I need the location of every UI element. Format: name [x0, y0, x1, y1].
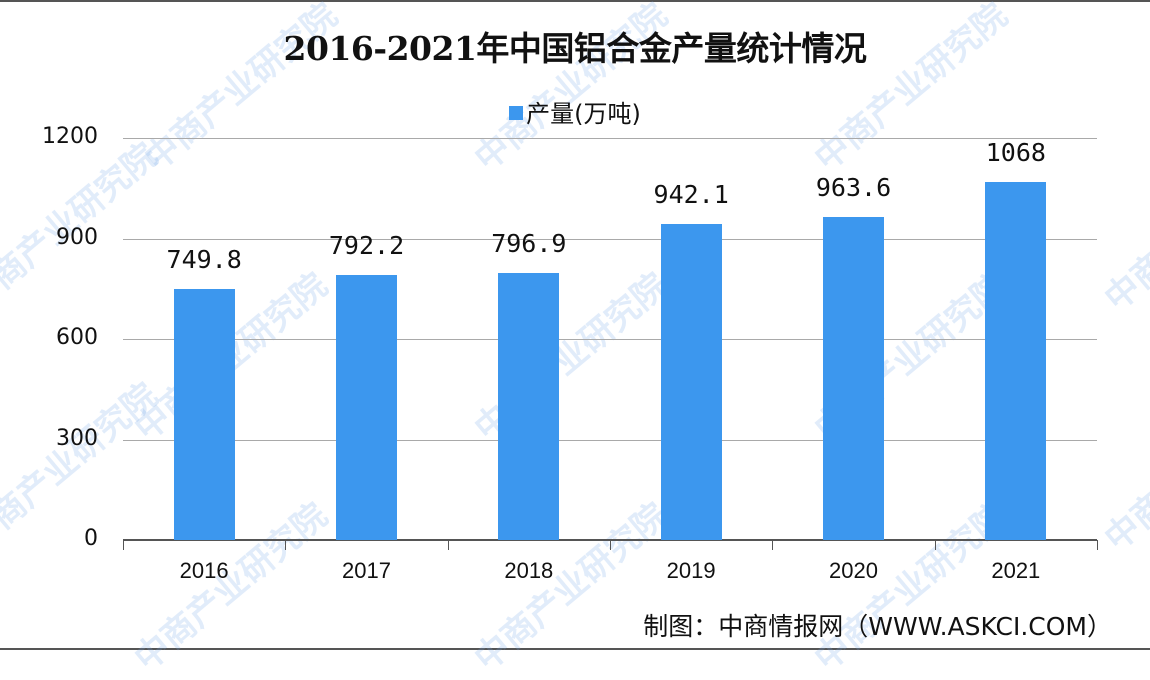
value-label: 792.2 — [328, 230, 405, 260]
gridline — [123, 238, 1097, 240]
bar-2019 — [660, 224, 722, 540]
plot-area: 749.8 792.2 796.9 942.1 963.6 1068 — [123, 138, 1098, 550]
x-tick-mark — [123, 540, 124, 550]
y-tick-label: 900 — [56, 224, 98, 250]
bar-2021 — [985, 182, 1047, 540]
x-tick-label: 2018 — [504, 558, 554, 583]
y-tick-label: 0 — [84, 526, 98, 551]
value-label: 749.8 — [166, 244, 242, 274]
x-tick-mark — [448, 540, 449, 550]
value-label: 1068 — [985, 138, 1046, 168]
gridline — [123, 439, 1097, 441]
chart-title: 2016-2021年中国铝合金产量统计情况 — [283, 29, 867, 68]
y-tick-label: 300 — [56, 425, 98, 451]
bar-2016 — [173, 288, 235, 540]
gridline — [123, 138, 1097, 139]
legend: 产量(万吨) — [0, 94, 1150, 129]
x-tick-mark — [1097, 540, 1098, 550]
chart-frame — [0, 0, 1150, 650]
gridline — [123, 339, 1097, 340]
y-tick-label: 1200 — [42, 124, 98, 149]
bar-2017 — [336, 274, 397, 540]
value-label: 796.9 — [491, 229, 567, 259]
source-note: 制图：中商情报网（WWW.ASKCI.COM） — [643, 612, 1112, 641]
x-tick-label: 2020 — [829, 558, 878, 583]
x-tick-mark — [772, 540, 773, 550]
x-tick-label: 2021 — [991, 558, 1041, 583]
x-tick-mark — [610, 540, 611, 550]
legend-swatch-icon — [509, 106, 524, 120]
value-label: 963.6 — [815, 173, 892, 203]
x-tick-label: 2017 — [342, 558, 391, 583]
y-tick-label: 600 — [56, 325, 98, 350]
x-tick-mark — [285, 540, 286, 550]
bar-2018 — [498, 273, 560, 540]
legend-label: 产量(万吨) — [526, 100, 641, 128]
x-tick-label: 2019 — [666, 558, 716, 583]
x-tick-mark — [935, 540, 936, 550]
bar-2020 — [823, 217, 884, 540]
x-tick-label: 2016 — [179, 558, 229, 583]
value-label: 942.1 — [653, 180, 729, 210]
